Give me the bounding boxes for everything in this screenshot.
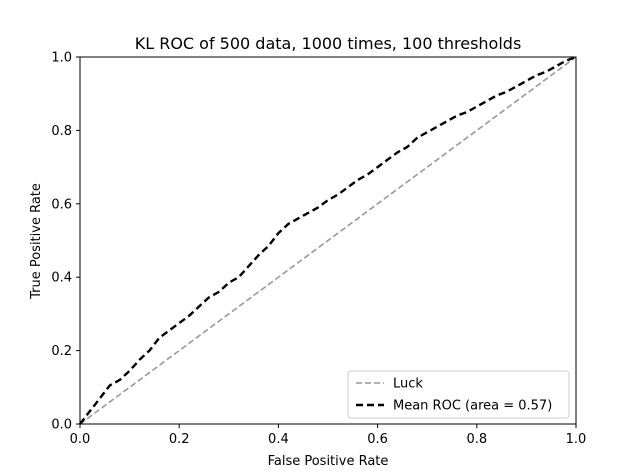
y-tick-label: 0.8 (51, 124, 72, 139)
legend-label-mean-roc: Mean ROC (area = 0.57) (393, 399, 552, 414)
mean-roc-line (79, 55, 577, 425)
chart-title: KL ROC of 500 data, 1000 times, 100 thre… (135, 34, 522, 53)
legend: Luck Mean ROC (area = 0.57) (347, 370, 570, 419)
legend-label-luck: Luck (393, 377, 423, 392)
x-tick-label: 0.4 (268, 432, 289, 447)
legend-box (347, 370, 570, 419)
y-tick-label: 0.6 (51, 197, 72, 212)
y-tick-label: 1.0 (51, 51, 72, 66)
luck-line (79, 56, 577, 425)
y-tick-label: 0.0 (51, 418, 72, 433)
y-axis-label: True Positive Rate (29, 183, 44, 300)
plot-area: 0.0 0.2 0.4 0.6 0.8 1.0 0.0 0.2 0.4 0.6 0.8 1.0 (51, 51, 586, 448)
y-tick-label: 0.4 (51, 271, 72, 286)
x-axis-label: False Positive Rate (268, 454, 389, 469)
y-tick-label: 0.2 (51, 344, 72, 359)
x-tick-label: 1.0 (566, 432, 587, 447)
x-tick-label: 0.2 (169, 432, 190, 447)
x-tick-label: 0.8 (466, 432, 487, 447)
x-tick-label: 0.6 (367, 432, 388, 447)
plot-frame (79, 56, 577, 425)
x-tick-label: 0.0 (70, 432, 91, 447)
